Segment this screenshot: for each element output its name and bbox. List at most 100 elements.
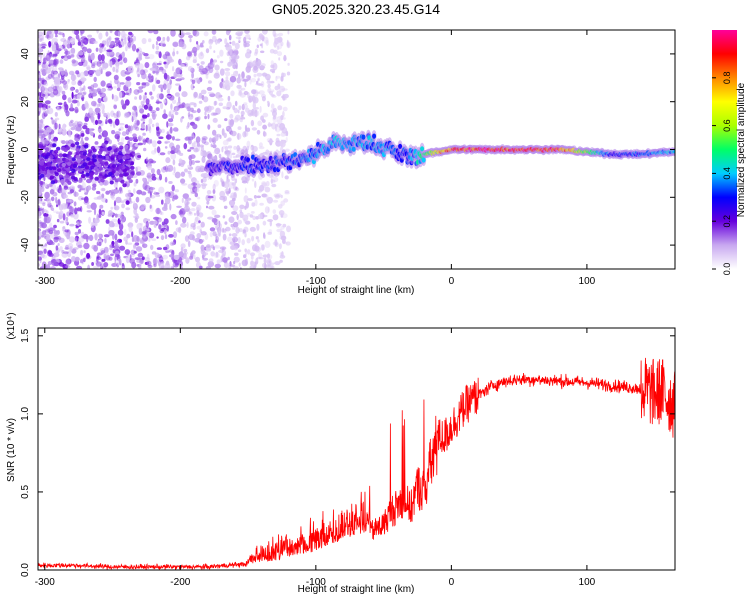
noise-blob: [90, 53, 95, 61]
noise-blob: [136, 189, 143, 195]
noise-band-blob: [128, 174, 134, 179]
noise-blob: [120, 38, 124, 42]
noise-blob: [144, 56, 150, 60]
noise-blob: [153, 30, 159, 35]
noise-band-blob: [76, 158, 82, 163]
noise-blob: [225, 126, 229, 130]
noise-blob: [237, 109, 240, 114]
noise-blob: [124, 136, 130, 141]
noise-blob: [249, 214, 254, 218]
noise-blob: [168, 129, 171, 135]
noise-blob: [208, 66, 214, 74]
noise-blob: [229, 261, 232, 267]
noise-blob: [272, 176, 279, 183]
noise-blob: [262, 112, 269, 118]
noise-blob: [163, 72, 168, 80]
noise-blob: [194, 216, 199, 222]
noise-blob: [75, 34, 80, 40]
noise-band-blob: [97, 163, 102, 168]
noise-blob: [159, 229, 164, 234]
noise-blob: [156, 146, 161, 154]
noise-blob: [114, 37, 120, 41]
noise-blob: [286, 225, 291, 233]
noise-blob: [96, 252, 103, 256]
noise-blob: [149, 186, 154, 194]
noise-blob: [45, 235, 51, 242]
noise-blob: [175, 220, 178, 226]
noise-blob: [185, 55, 191, 61]
noise-blob: [205, 48, 210, 54]
noise-blob: [189, 38, 192, 43]
noise-blob: [225, 187, 229, 196]
noise-blob: [76, 221, 80, 227]
noise-blob: [228, 216, 235, 223]
noise-blob: [110, 206, 114, 210]
noise-blob: [97, 233, 101, 238]
noise-blob: [261, 193, 268, 198]
noise-blob: [271, 89, 275, 92]
noise-band-blob: [128, 179, 133, 184]
noise-blob: [142, 177, 146, 182]
noise-blob: [59, 210, 64, 216]
noise-blob: [132, 105, 137, 111]
noise-blob: [180, 117, 183, 123]
noise-blob: [190, 223, 196, 228]
noise-blob: [152, 84, 156, 92]
noise-band-blob: [47, 162, 52, 167]
noise-blob: [101, 46, 105, 53]
noise-blob: [49, 189, 55, 195]
noise-blob: [258, 252, 263, 259]
noise-blob: [199, 265, 203, 269]
noise-blob: [159, 173, 162, 181]
noise-band-blob: [104, 161, 109, 166]
noise-blob: [118, 31, 121, 37]
noise-blob: [265, 194, 269, 201]
noise-blob: [62, 182, 69, 186]
noise-band-blob: [84, 165, 90, 170]
noise-blob: [280, 194, 283, 199]
noise-blob: [166, 60, 171, 65]
noise-blob: [160, 235, 165, 241]
noise-blob: [102, 64, 107, 70]
noise-blob: [171, 136, 175, 141]
noise-blob: [241, 71, 245, 79]
noise-blob: [199, 45, 205, 48]
noise-blob: [118, 213, 123, 221]
noise-blob: [196, 108, 201, 114]
noise-blob: [76, 101, 80, 107]
spectrogram-y-ticks: -40 -20 0 20 40: [20, 48, 675, 252]
noise-band-blob: [61, 140, 66, 145]
noise-blob: [230, 53, 237, 60]
noise-blob: [94, 141, 99, 145]
noise-band-blob: [90, 165, 95, 170]
noise-blob: [243, 102, 248, 105]
noise-blob: [204, 111, 207, 116]
noise-blob: [77, 80, 83, 86]
noise-blob: [276, 51, 283, 57]
noise-blob: [193, 91, 198, 98]
noise-blob: [115, 63, 120, 71]
noise-blob: [101, 43, 105, 48]
noise-blob: [155, 207, 161, 215]
noise-blob: [167, 122, 174, 127]
noise-blob: [256, 195, 262, 199]
noise-blob: [120, 221, 123, 225]
noise-blob: [169, 58, 174, 63]
noise-band-blob: [111, 164, 117, 169]
noise-blob: [156, 168, 161, 176]
noise-blob: [223, 205, 228, 209]
noise-blob: [138, 227, 143, 235]
noise-blob: [132, 114, 137, 121]
noise-band-blob: [49, 155, 54, 160]
x-tick-label: -300: [35, 577, 55, 588]
noise-blob: [234, 42, 240, 50]
noise-blob: [195, 256, 200, 263]
noise-blob: [140, 203, 147, 209]
noise-blob: [71, 30, 76, 34]
noise-blob: [227, 125, 232, 133]
noise-blob: [46, 126, 52, 133]
noise-band-blob: [86, 157, 91, 162]
y-tick-label: 0.5: [20, 485, 31, 499]
noise-blob: [188, 154, 193, 161]
noise-blob: [38, 107, 42, 115]
